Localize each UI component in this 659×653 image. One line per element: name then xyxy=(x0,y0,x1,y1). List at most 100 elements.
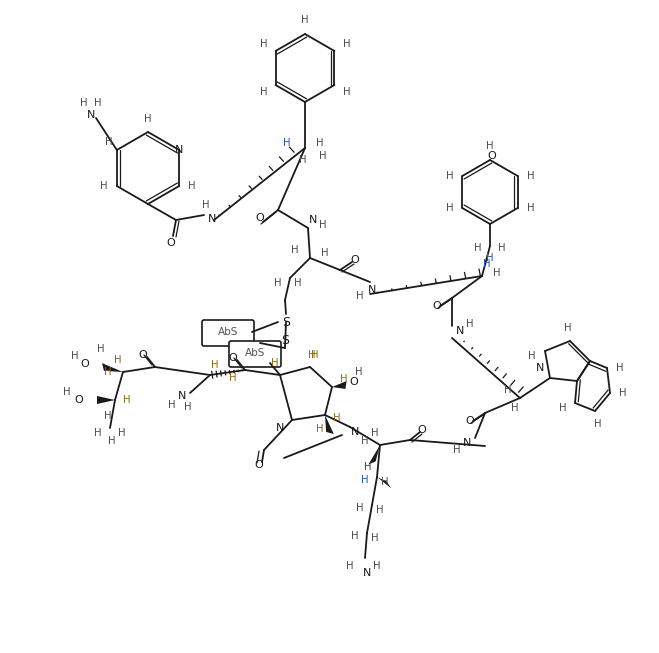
Text: H: H xyxy=(453,445,461,455)
Text: H: H xyxy=(504,385,512,395)
Polygon shape xyxy=(97,396,115,404)
Text: H: H xyxy=(94,98,101,108)
Text: H: H xyxy=(94,428,101,438)
Text: H: H xyxy=(123,395,130,405)
Text: H: H xyxy=(371,428,379,438)
Text: AbS: AbS xyxy=(218,327,238,337)
Text: H: H xyxy=(371,533,379,543)
Text: AbS: AbS xyxy=(244,348,265,358)
Text: O: O xyxy=(432,301,442,311)
Text: H: H xyxy=(301,15,309,25)
Text: H: H xyxy=(357,503,364,513)
Text: O: O xyxy=(229,353,237,363)
Text: O: O xyxy=(466,416,474,426)
Text: H: H xyxy=(202,200,210,210)
Text: O: O xyxy=(256,213,264,223)
Text: H: H xyxy=(483,259,491,269)
Text: S: S xyxy=(281,334,289,347)
Text: N: N xyxy=(276,423,284,433)
Text: H: H xyxy=(474,243,482,253)
Text: H: H xyxy=(188,181,196,191)
Text: S: S xyxy=(282,315,290,328)
Polygon shape xyxy=(332,381,347,389)
Text: H: H xyxy=(80,98,88,108)
Text: H: H xyxy=(104,367,112,377)
Text: H: H xyxy=(283,138,291,148)
Polygon shape xyxy=(102,363,123,372)
Text: H: H xyxy=(382,477,389,487)
Text: H: H xyxy=(564,323,572,333)
Text: H: H xyxy=(295,278,302,288)
Text: N: N xyxy=(178,391,186,401)
Text: H: H xyxy=(340,374,348,384)
Text: H: H xyxy=(319,151,327,161)
Text: H: H xyxy=(467,319,474,329)
Text: H: H xyxy=(511,403,519,413)
Text: N: N xyxy=(87,110,95,120)
Text: H: H xyxy=(144,114,152,124)
Text: H: H xyxy=(343,39,351,49)
Polygon shape xyxy=(325,415,334,434)
Text: H: H xyxy=(229,373,237,383)
Text: H: H xyxy=(619,388,627,398)
Text: H: H xyxy=(376,505,384,515)
Text: H: H xyxy=(118,428,126,438)
Text: H: H xyxy=(104,411,112,421)
Text: N: N xyxy=(368,285,376,295)
Text: O: O xyxy=(80,359,90,369)
Text: H: H xyxy=(594,419,602,429)
Text: H: H xyxy=(333,413,341,423)
Text: H: H xyxy=(373,561,381,571)
Text: H: H xyxy=(498,243,505,253)
Text: N: N xyxy=(351,427,359,437)
Text: N: N xyxy=(363,568,371,578)
Text: H: H xyxy=(299,155,306,165)
Text: N: N xyxy=(309,215,317,225)
Polygon shape xyxy=(377,477,391,488)
Text: H: H xyxy=(114,355,122,365)
Text: N: N xyxy=(463,438,471,448)
Text: H: H xyxy=(98,344,105,354)
Text: O: O xyxy=(350,377,358,387)
Text: H: H xyxy=(343,87,351,97)
Text: H: H xyxy=(361,475,369,485)
Text: H: H xyxy=(71,351,78,361)
Text: N: N xyxy=(536,363,544,373)
Text: H: H xyxy=(486,141,494,151)
Text: H: H xyxy=(527,171,534,181)
Text: H: H xyxy=(274,278,282,288)
Text: N: N xyxy=(175,145,183,155)
Text: H: H xyxy=(357,291,364,301)
Text: O: O xyxy=(138,350,148,360)
FancyBboxPatch shape xyxy=(202,320,254,346)
Text: H: H xyxy=(445,171,453,181)
Text: H: H xyxy=(361,436,369,446)
Text: H: H xyxy=(527,203,534,213)
Text: H: H xyxy=(168,400,176,410)
Text: H: H xyxy=(316,138,324,148)
Text: H: H xyxy=(105,137,113,147)
Text: H: H xyxy=(108,436,116,446)
Text: H: H xyxy=(559,403,567,413)
Text: O: O xyxy=(74,395,84,405)
Text: H: H xyxy=(100,181,107,191)
Text: H: H xyxy=(311,350,319,360)
Text: H: H xyxy=(260,39,267,49)
Text: H: H xyxy=(319,220,327,230)
Text: H: H xyxy=(308,350,316,360)
Text: H: H xyxy=(529,351,536,361)
Text: H: H xyxy=(493,268,501,278)
Text: O: O xyxy=(254,460,264,470)
Text: H: H xyxy=(185,402,192,412)
Text: H: H xyxy=(260,87,267,97)
Text: H: H xyxy=(445,203,453,213)
Text: H: H xyxy=(272,358,279,368)
Text: O: O xyxy=(418,425,426,435)
Text: O: O xyxy=(167,238,175,248)
Text: N: N xyxy=(456,326,464,336)
Text: H: H xyxy=(364,462,372,472)
Text: H: H xyxy=(63,387,71,397)
Text: H: H xyxy=(355,367,362,377)
Text: H: H xyxy=(346,561,354,571)
Text: H: H xyxy=(316,424,324,434)
